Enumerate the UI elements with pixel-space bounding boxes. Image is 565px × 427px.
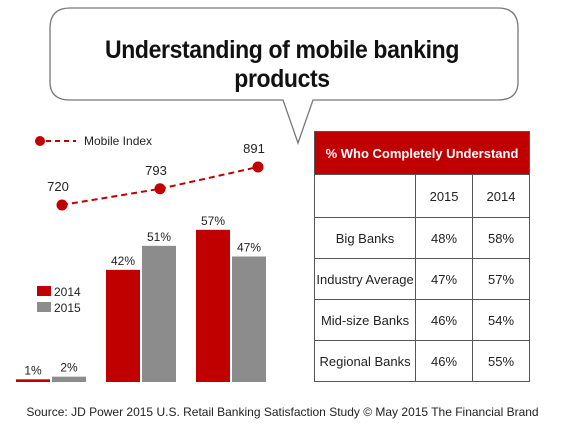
speech-bubble [49,7,519,145]
legend-label-2014: 2014 [54,285,81,299]
cell-2014: 58% [472,217,530,259]
index-legend-dot [35,136,45,146]
table-row: Regional Banks 46% 55% [313,340,530,382]
index-segment [61,187,161,206]
row-label: Industry Average [313,258,417,300]
bar-value-label: 51% [147,230,171,244]
bar-value-label: 47% [237,241,261,255]
bar-2015 [142,245,176,382]
table-col-2014: 2014 [472,174,530,218]
bar-value-label: 42% [111,254,135,268]
table-row: Industry Average 47% 57% [313,258,530,300]
understanding-table: % Who Completely Understand 2015 2014 Bi… [313,131,530,382]
bar-value-label: 1% [24,363,42,377]
index-value-label: 720 [47,179,69,194]
index-legend-label: Mobile Index [84,134,152,148]
cell-2015: 48% [415,217,474,259]
source-note: Source: JD Power 2015 U.S. Retail Bankin… [26,405,539,419]
cell-2014: 55% [472,340,530,382]
bar-2014 [106,269,140,382]
index-segment [159,166,259,190]
bar-2015 [52,376,86,382]
cell-2015: 47% [415,258,474,300]
page-title: Understanding of mobile banking products [104,36,460,93]
bar-value-label: 57% [201,214,225,228]
bar-2015 [232,256,266,382]
cell-2014: 54% [472,299,530,341]
bar-2014 [196,229,230,382]
bar-series: 1%2%Not at all42%51%Partially57%47%Compl… [16,214,266,382]
index-point [154,183,166,195]
table-col-2015: 2015 [415,174,474,218]
row-label: Regional Banks [313,340,417,382]
row-label: Mid-size Banks [313,299,417,341]
cell-2015: 46% [415,299,474,341]
cell-2014: 57% [472,258,530,300]
bar-value-label: 2% [60,361,78,375]
row-label: Big Banks [313,217,417,259]
index-point [56,199,68,211]
index-point [252,161,264,173]
legend-swatch-2015 [37,302,51,312]
table-corner-cell [313,174,417,218]
cell-2015: 46% [415,340,474,382]
legend-swatch-2014 [37,286,51,296]
index-value-label: 891 [243,141,265,156]
table-header: % Who Completely Understand [314,131,530,175]
bar-2014 [16,379,50,382]
index-value-label: 793 [145,163,167,178]
legend: 2014 2015 [37,285,81,315]
mobile-index-line: 720 793 891 Mobile Index [35,134,265,211]
table-row: Big Banks 48% 58% [313,217,530,259]
legend-label-2015: 2015 [54,301,81,315]
table-row: Mid-size Banks 46% 54% [313,299,530,341]
